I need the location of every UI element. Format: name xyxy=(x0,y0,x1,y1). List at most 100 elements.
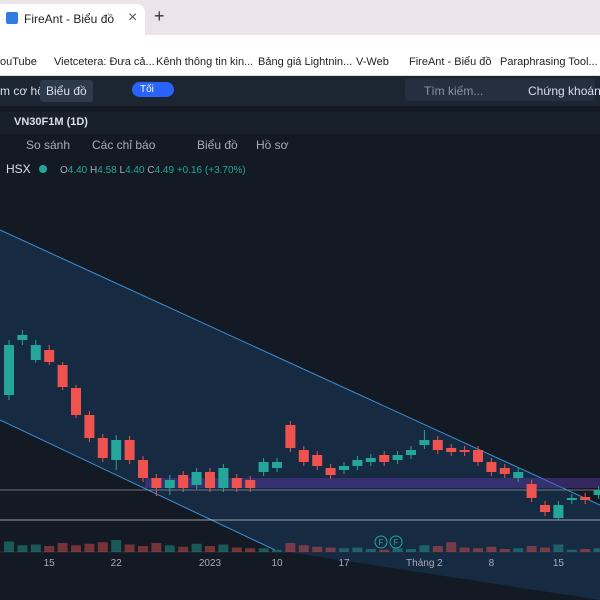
candle-body xyxy=(432,440,443,450)
tab[interactable]: FireAnt - Biểu đồ × xyxy=(0,4,145,35)
volume-bar xyxy=(30,544,41,552)
candle-body xyxy=(365,458,376,462)
volume-bar xyxy=(285,543,296,552)
bookmark[interactable]: Vietcetera: Đưa cả... xyxy=(54,56,155,68)
candle-body xyxy=(30,345,41,360)
candle-body xyxy=(593,490,600,495)
bookmarks-bar: ouTube Vietcetera: Đưa cả... Kênh thông … xyxy=(0,35,600,76)
candle-body xyxy=(4,345,14,395)
candle-body xyxy=(379,455,390,462)
volume-bar xyxy=(272,549,282,552)
legend-value: 4.40 xyxy=(68,165,88,176)
volume-bar xyxy=(566,549,577,552)
app-toolbar: m cơ hội Biểu đồ Tối Tìm kiếm... Chứng k… xyxy=(0,76,600,106)
volume-bar xyxy=(513,548,524,552)
volume-bar xyxy=(258,548,269,552)
volume-bar xyxy=(365,549,376,552)
bookmark[interactable]: V-Web xyxy=(356,56,389,68)
chart-button[interactable]: Biểu đồ xyxy=(197,138,238,152)
legend-value: 4.40 xyxy=(125,165,145,176)
nav-tab[interactable]: m cơ hội xyxy=(0,84,47,98)
bookmark[interactable]: Paraphrasing Tool... xyxy=(500,56,598,68)
compare-button[interactable]: So sánh xyxy=(26,138,71,152)
marker-label: F xyxy=(394,538,399,547)
channel-line xyxy=(0,229,600,506)
candle-body xyxy=(499,468,510,474)
candle-body xyxy=(231,478,242,488)
volume-bar xyxy=(138,546,148,552)
search-placeholder: Tìm kiếm... xyxy=(424,84,484,98)
legend-value: 4.58 xyxy=(97,165,117,176)
zone xyxy=(145,478,600,488)
candle-body xyxy=(218,468,229,488)
legend-label: H xyxy=(90,165,97,176)
x-tick-label: 15 xyxy=(44,558,56,569)
chart: HSX O4.40 H4.58 L4.40 C4.49 +0.16 (+3.70… xyxy=(0,156,600,600)
bookmark[interactable]: Bảng giá Lightnin... xyxy=(258,56,353,68)
legend-label: O xyxy=(60,165,68,176)
profile-button[interactable]: Hồ sơ xyxy=(256,138,289,152)
candle-body xyxy=(17,335,28,340)
x-tick-label: 22 xyxy=(111,558,123,569)
candle-body xyxy=(111,440,122,460)
marker xyxy=(374,535,388,549)
candle-body xyxy=(205,472,215,488)
chart-toolbar: So sánh Các chỉ báo Biểu đồ Hồ sơ xyxy=(0,134,600,157)
legend-change: +0.16 (+3.70%) xyxy=(177,165,246,176)
candle-body xyxy=(84,415,95,438)
candle-body xyxy=(580,497,591,500)
volume-bar xyxy=(352,547,363,552)
chart-header: VN30F1M (1D) xyxy=(0,112,600,134)
volume-bar xyxy=(406,549,416,552)
x-tick-label: 17 xyxy=(338,558,350,569)
volume-bar xyxy=(57,543,68,552)
indicators-button[interactable]: Các chỉ báo xyxy=(92,138,156,152)
volume-bar xyxy=(580,549,591,552)
volume-bar xyxy=(191,543,202,552)
candle-body xyxy=(446,448,457,452)
candle-body xyxy=(312,455,323,466)
volume-bar xyxy=(151,543,162,552)
bookmark[interactable]: ouTube xyxy=(0,56,37,68)
volume-bar xyxy=(298,545,309,552)
volume-bar xyxy=(540,547,550,552)
tab-close[interactable]: × xyxy=(128,9,138,26)
volume-bar xyxy=(71,545,81,552)
candle-body xyxy=(473,450,483,462)
candle-body xyxy=(164,480,175,488)
candle-body xyxy=(406,450,416,455)
candle-body xyxy=(245,480,256,488)
volume-bar xyxy=(205,546,215,552)
volume-bar xyxy=(97,542,108,552)
nav-tab-active[interactable]: Biểu đồ xyxy=(40,80,93,102)
marker-label: F xyxy=(379,538,384,547)
bookmark[interactable]: Kênh thông tin kin... xyxy=(156,56,254,68)
market-select[interactable]: Chứng khoán xyxy=(528,84,600,98)
search-box[interactable] xyxy=(405,79,595,101)
exchange: HSX xyxy=(6,162,31,176)
candle-body xyxy=(459,450,470,452)
volume-bar xyxy=(419,545,430,552)
volume-bar xyxy=(392,548,403,552)
volume-bar xyxy=(84,543,95,552)
candle-body xyxy=(258,462,269,472)
new-tab[interactable]: + xyxy=(154,6,165,26)
volume-bar xyxy=(459,547,470,552)
channel-line xyxy=(0,419,276,551)
status-dot xyxy=(39,165,47,173)
volume-bar xyxy=(312,546,323,552)
candle-body xyxy=(44,350,55,362)
candle-body xyxy=(191,472,202,485)
favicon xyxy=(6,12,18,24)
volume-bar xyxy=(325,547,336,552)
volume-bar xyxy=(178,546,189,552)
candle-body xyxy=(178,475,189,488)
volume-bar xyxy=(124,544,135,552)
volume-bar xyxy=(218,544,229,552)
theme-toggle[interactable]: Tối xyxy=(132,82,174,97)
candle-body xyxy=(566,498,577,500)
bookmark[interactable]: FireAnt - Biểu đồ xyxy=(409,56,492,68)
candle-body xyxy=(97,438,108,458)
plot: 15 22 2023 10 17 Tháng 2 8 15 xyxy=(4,330,600,569)
volume-bar xyxy=(432,546,443,552)
